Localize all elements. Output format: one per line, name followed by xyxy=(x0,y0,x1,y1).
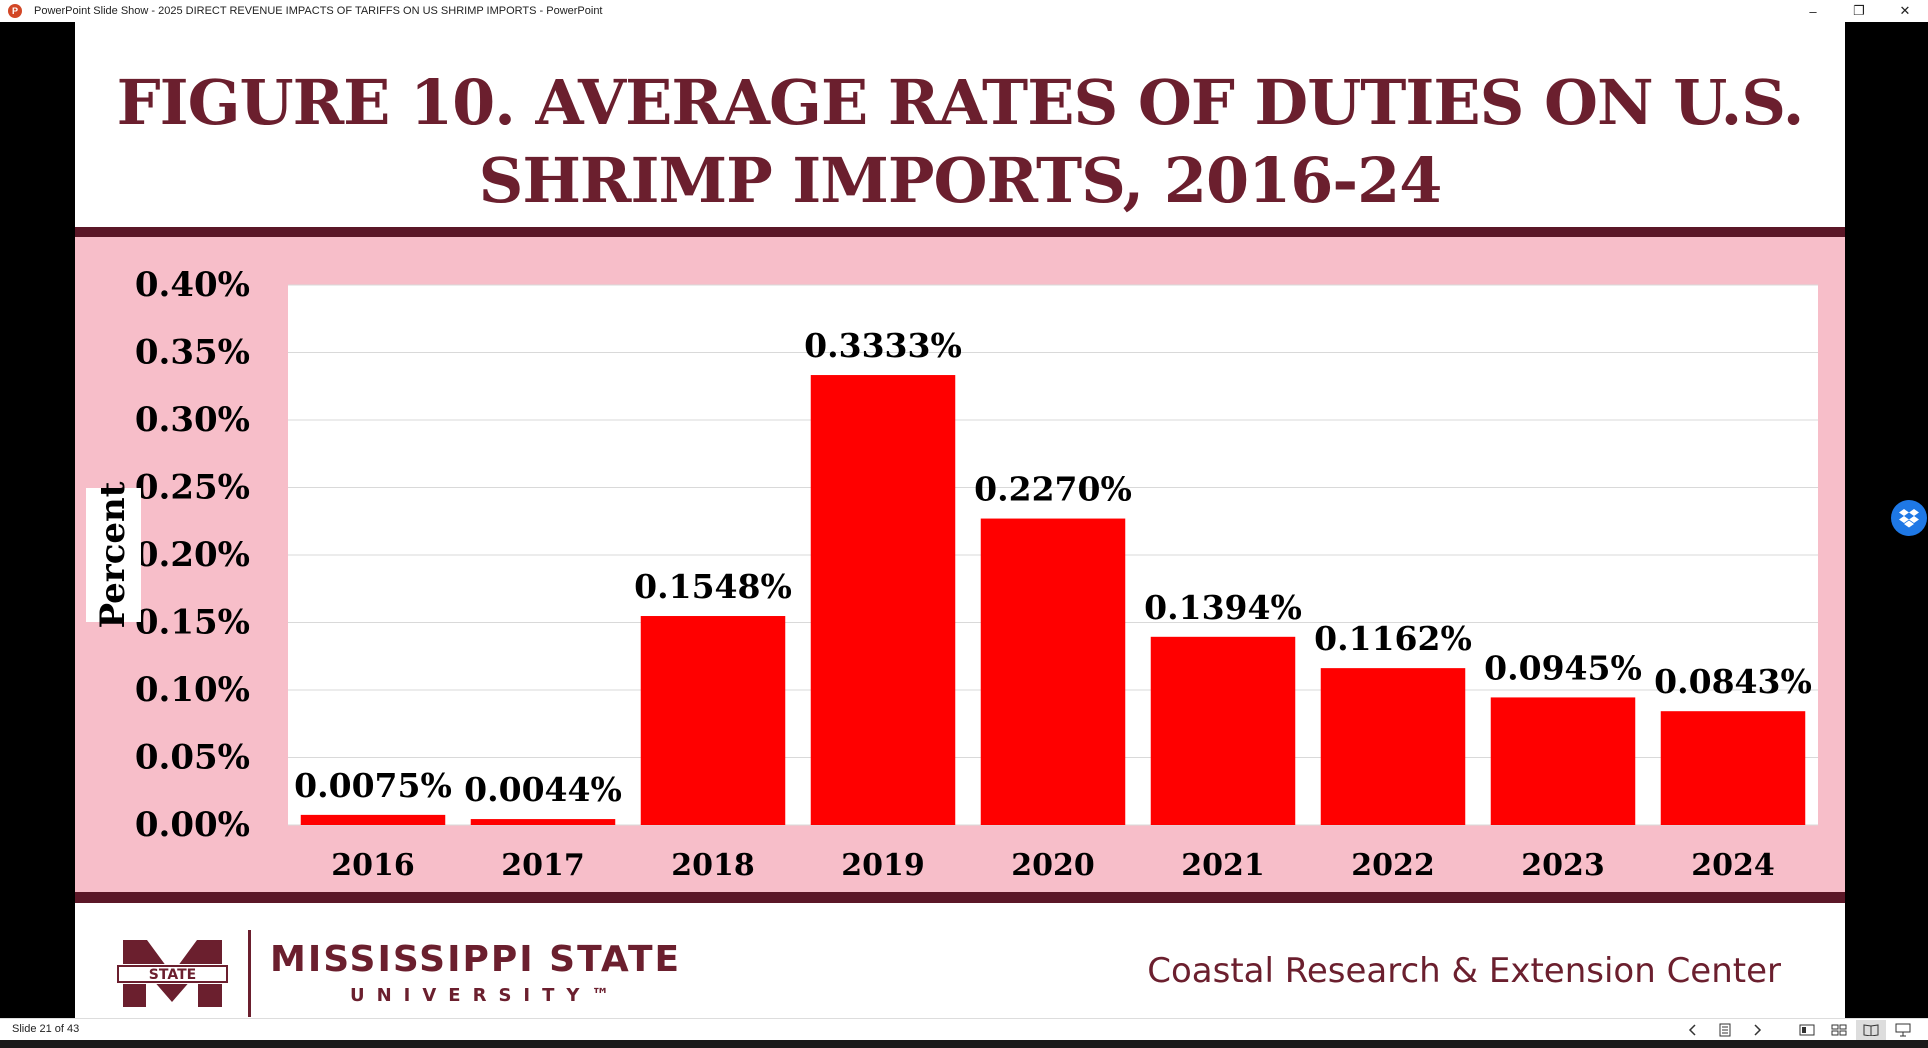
logo-badge-text: STATE xyxy=(149,967,196,983)
y-tick-label: 0.35% xyxy=(135,333,250,373)
bar xyxy=(470,819,616,825)
slideshow-button[interactable] xyxy=(1888,1020,1918,1040)
x-tick-label: 2018 xyxy=(671,848,755,883)
university-subtitle: UNIVERSITY™ xyxy=(350,985,622,1006)
powerpoint-icon: P xyxy=(8,4,22,18)
university-name: MISSISSIPPI STATE xyxy=(270,939,682,980)
slide-title: FIGURE 10. AVERAGE RATES OF DUTIES ON U.… xyxy=(116,66,1805,217)
next-slide-button[interactable] xyxy=(1742,1020,1772,1040)
restore-button[interactable]: ❐ xyxy=(1853,3,1865,18)
slideshow-icon xyxy=(1895,1023,1911,1037)
y-tick-label: 0.10% xyxy=(135,670,250,710)
chevron-right-icon xyxy=(1754,1024,1762,1036)
previous-slide-button[interactable] xyxy=(1678,1020,1708,1040)
reading-view-icon xyxy=(1863,1024,1879,1036)
bar xyxy=(1490,697,1636,825)
bar xyxy=(810,375,956,825)
bar-chart: 0.00% 0.05% 0.10% 0.15% 0.20% 0.25% 0.30% 0.35%… xyxy=(135,265,1818,883)
slide-footer: STATE MISSISSIPPI STATE UNIVERSITY™ Coas… xyxy=(75,903,1845,1018)
title-divider-band xyxy=(75,227,1845,237)
slide[interactable]: FIGURE 10. AVERAGE RATES OF DUTIES ON U.… xyxy=(75,22,1845,1018)
bar xyxy=(1320,668,1466,825)
x-tick-label: 2022 xyxy=(1351,848,1435,883)
close-button[interactable]: ✕ xyxy=(1899,3,1911,18)
x-tick-label: 2017 xyxy=(501,848,585,883)
slide-counter: Slide 21 of 43 xyxy=(12,1023,80,1035)
logo-divider xyxy=(248,930,251,1017)
bar xyxy=(1660,711,1806,825)
chevron-left-icon xyxy=(1688,1024,1696,1036)
slide-sorter-button[interactable] xyxy=(1824,1020,1854,1040)
bar xyxy=(300,814,446,825)
grid-icon xyxy=(1831,1024,1847,1036)
bar xyxy=(640,616,786,825)
x-tick-label: 2019 xyxy=(841,848,925,883)
bar xyxy=(980,518,1126,825)
y-tick-label: 0.20% xyxy=(135,535,250,575)
x-tick-label: 2016 xyxy=(331,848,415,883)
center-name: Coastal Research & Extension Center xyxy=(1147,951,1781,991)
dropbox-icon[interactable] xyxy=(1891,500,1927,536)
taskbar-strip xyxy=(0,1040,1928,1048)
data-label: 0.0044% xyxy=(464,770,622,809)
y-tick-label: 0.05% xyxy=(135,738,250,778)
slides-icon xyxy=(1719,1023,1731,1037)
y-tick-label: 0.00% xyxy=(135,805,250,845)
y-tick-label: 0.40% xyxy=(135,265,250,305)
window-title-bar: P PowerPoint Slide Show - 2025 DIRECT RE… xyxy=(0,0,1928,22)
bar xyxy=(1150,636,1296,825)
slide-menu-button[interactable] xyxy=(1710,1020,1740,1040)
data-label: 0.2270% xyxy=(974,470,1132,509)
footer-divider-band xyxy=(75,892,1845,903)
normal-view-button[interactable] xyxy=(1792,1020,1822,1040)
y-tick-label: 0.25% xyxy=(135,468,250,508)
data-label: 0.0075% xyxy=(294,766,452,805)
y-tick-label: 0.15% xyxy=(135,603,250,643)
normal-view-icon xyxy=(1799,1024,1815,1036)
x-tick-label: 2020 xyxy=(1011,848,1095,883)
data-label: 0.1548% xyxy=(634,567,792,606)
minimize-button[interactable]: – xyxy=(1809,3,1817,19)
y-axis-label-box xyxy=(86,488,141,622)
status-bar: Slide 21 of 43 xyxy=(0,1018,1928,1041)
y-axis-label: Percent xyxy=(93,481,133,629)
y-tick-label: 0.30% xyxy=(135,400,250,440)
data-label: 0.1394% xyxy=(1144,588,1302,627)
x-tick-label: 2023 xyxy=(1521,848,1605,883)
slide-title-area: FIGURE 10. AVERAGE RATES OF DUTIES ON U.… xyxy=(75,22,1845,227)
window-title: PowerPoint Slide Show - 2025 DIRECT REVE… xyxy=(34,5,603,17)
msu-logo-icon: STATE xyxy=(115,940,230,1007)
data-label: 0.0945% xyxy=(1484,648,1642,687)
data-label: 0.3333% xyxy=(804,326,962,365)
x-tick-label: 2021 xyxy=(1181,848,1265,883)
chart-area: 0.00% 0.05% 0.10% 0.15% 0.20% 0.25% 0.30% 0.35%… xyxy=(75,237,1845,892)
data-label: 0.1162% xyxy=(1314,619,1472,658)
reading-view-button[interactable] xyxy=(1856,1020,1886,1040)
data-label: 0.0843% xyxy=(1654,662,1812,701)
x-tick-label: 2024 xyxy=(1691,848,1775,883)
